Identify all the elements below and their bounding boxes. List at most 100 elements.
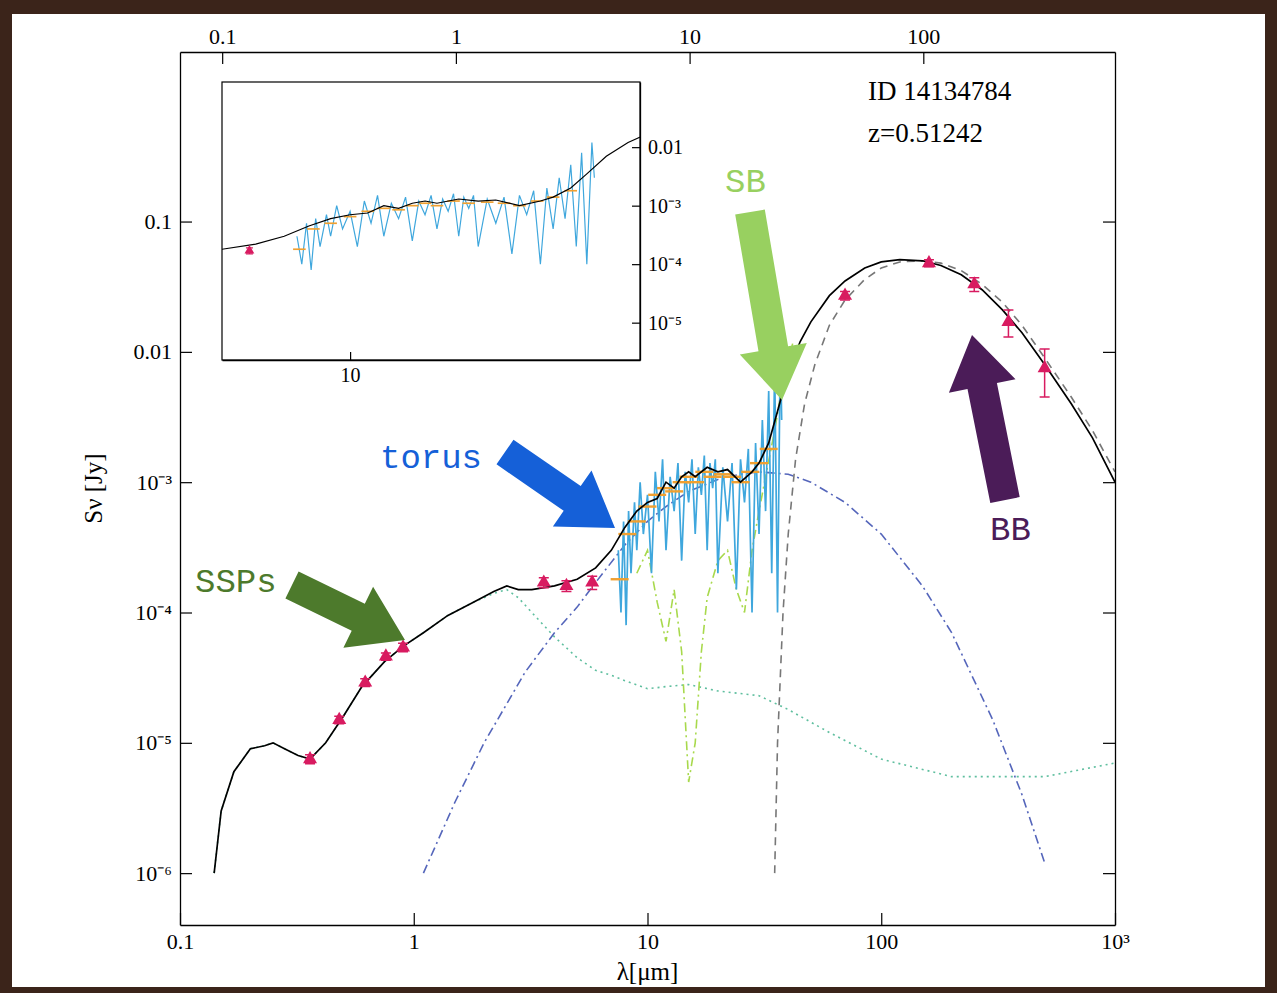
chart: 0.1 1 10 100 10³ 0.1 1 10 100 10⁻⁶ 10⁻⁵ 10⁻⁴ 10⁻³ 0.0… xyxy=(0,0,1277,993)
point-dash xyxy=(462,202,475,204)
tick: 10 xyxy=(341,352,361,386)
point-triangle xyxy=(245,245,255,253)
tick: 0.01 xyxy=(632,136,683,158)
tick: 0.1 xyxy=(209,24,237,64)
tick-label: 1 xyxy=(451,24,462,49)
tick-label: 10³ xyxy=(1101,929,1130,954)
inset-frame xyxy=(222,82,640,360)
tick-mark xyxy=(1103,352,1115,353)
line-solid xyxy=(618,342,781,626)
axis-line xyxy=(640,83,641,361)
tick: 10⁻⁵ xyxy=(632,312,682,334)
tick-mark xyxy=(1103,482,1115,483)
tick-mark xyxy=(180,482,192,483)
tick-label: 100 xyxy=(865,929,898,954)
point-dash xyxy=(760,448,778,450)
point-dash xyxy=(665,490,683,492)
point-triangle xyxy=(585,574,599,586)
tick: 1 xyxy=(451,24,462,64)
point-dash xyxy=(419,202,432,204)
tick-label: 10 xyxy=(637,929,659,954)
point-dash xyxy=(648,494,666,496)
tick xyxy=(1103,873,1115,874)
point-triangle xyxy=(838,288,852,300)
tick-mark xyxy=(1103,221,1115,222)
tick-label: 10 xyxy=(679,24,701,49)
point-triangle xyxy=(332,712,346,724)
tick: 10 xyxy=(637,913,659,954)
tick: 10⁻³ xyxy=(632,195,681,217)
tick-mark xyxy=(881,913,882,925)
point-dash xyxy=(293,248,306,250)
point-triangle xyxy=(358,674,372,686)
point-triangle xyxy=(559,578,573,590)
tick xyxy=(1103,613,1115,614)
tick: 10⁻⁵ xyxy=(135,730,192,755)
tick xyxy=(1103,743,1115,744)
tick-label: 10⁻⁴ xyxy=(135,600,172,625)
x-axis-title: λ[μm] xyxy=(617,958,679,985)
point-dash xyxy=(481,201,494,203)
tick-label: 0.1 xyxy=(167,929,195,954)
tick-label: 0.01 xyxy=(134,339,173,364)
tick-mark xyxy=(632,147,640,148)
tick-mark xyxy=(632,323,640,324)
tick-label: 1 xyxy=(409,929,420,954)
tick-mark xyxy=(180,221,192,222)
tick: 0.1 xyxy=(145,209,193,234)
tick xyxy=(1103,222,1115,223)
point-dash xyxy=(392,209,405,211)
tick: 1 xyxy=(409,913,420,954)
line-dashed xyxy=(775,261,1115,873)
tick: 10 xyxy=(679,24,701,64)
inset-background xyxy=(222,82,640,360)
axis-line xyxy=(223,360,641,361)
tick-mark xyxy=(350,352,351,360)
point-dash xyxy=(611,578,629,580)
axis-line xyxy=(1115,53,1116,926)
annotation: BB xyxy=(990,512,1031,550)
tick xyxy=(1103,482,1115,483)
tick: 100 xyxy=(907,24,940,64)
x-axis: 0.1 1 10 100 10³ xyxy=(167,913,1130,954)
tick-label: 10⁻³ xyxy=(648,195,681,217)
tick-mark xyxy=(456,52,457,64)
tick: 10⁻⁶ xyxy=(135,861,192,886)
tick-label: 100 xyxy=(907,24,940,49)
point-triangle xyxy=(379,648,393,660)
point-triangle xyxy=(922,255,936,267)
y-axis: 10⁻⁶ 10⁻⁵ 10⁻⁴ 10⁻³ 0.01 0.1 xyxy=(134,53,193,926)
annotation: SB xyxy=(725,164,766,202)
tick-mark xyxy=(632,264,640,265)
inset: 10 0.01 10⁻³ 10⁻⁴ 10⁻⁵ xyxy=(0,82,1201,386)
tick-label: 10⁻⁵ xyxy=(648,312,682,334)
tick: 10⁻⁴ xyxy=(632,253,682,275)
tick: 10⁻⁴ xyxy=(135,600,192,625)
tick-label: 10⁻⁵ xyxy=(135,730,172,755)
tick-label: 0.01 xyxy=(648,136,683,158)
tick-mark xyxy=(414,913,415,925)
tick: 10⁻³ xyxy=(136,470,192,495)
inset-marks xyxy=(222,102,640,360)
tick-mark xyxy=(632,206,640,207)
tick-label: 10⁻⁶ xyxy=(135,861,172,886)
tick-mark xyxy=(180,352,192,353)
arrow xyxy=(285,572,405,648)
point-dash xyxy=(431,205,444,207)
error-bar xyxy=(1040,349,1050,397)
tick-mark xyxy=(180,873,192,874)
point-triangle xyxy=(537,574,551,586)
tick-label: 0.1 xyxy=(209,24,237,49)
point-dash xyxy=(714,473,732,475)
point-dash xyxy=(723,476,741,478)
y-axis-right xyxy=(1103,53,1116,926)
tick: 0.01 xyxy=(134,339,193,364)
annotation: SSPs xyxy=(195,564,277,602)
point-dash xyxy=(695,471,713,473)
tick-label: 10⁻⁴ xyxy=(648,253,682,275)
point-triangle xyxy=(1038,360,1052,372)
tick-mark xyxy=(1103,612,1115,613)
point-triangle xyxy=(396,639,410,651)
axis-line xyxy=(181,52,1116,53)
main-plot: 0.1 1 10 100 10³ 0.1 1 10 100 10⁻⁶ 10⁻⁵ 10⁻⁴ 10⁻³ 0.0… xyxy=(134,24,1131,954)
